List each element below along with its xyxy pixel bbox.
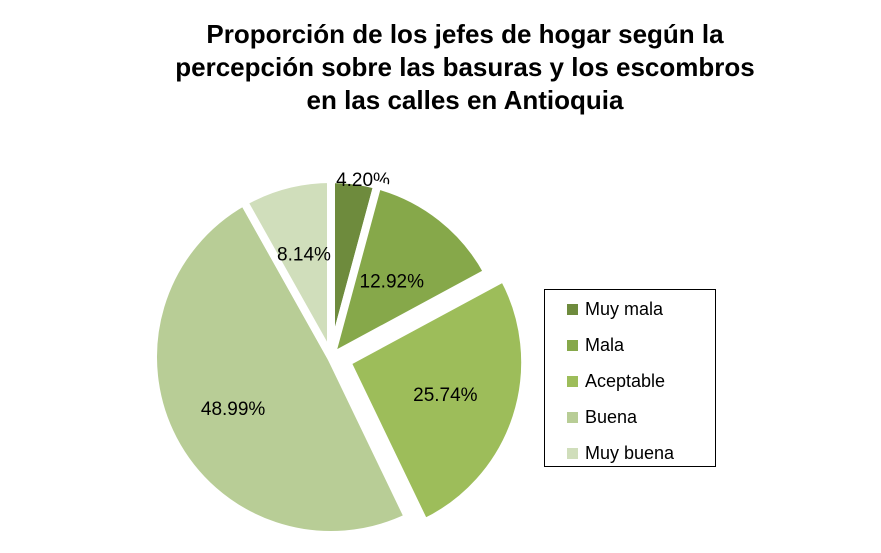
chart-title-line-3: en las calles en Antioquia: [306, 85, 624, 115]
legend-swatch: [567, 375, 578, 387]
pie-slice-mala: [324, 180, 494, 365]
legend-label: Muy buena: [585, 442, 675, 463]
legend-item-muy-buena: Muy buena: [567, 442, 674, 464]
legend-label: Buena: [585, 406, 638, 427]
legend-swatch: [567, 411, 578, 423]
chart-title-line-2: percepción sobre las basuras y los escom…: [175, 52, 755, 82]
legend-swatch: [567, 303, 578, 315]
pie-slice-muy-buena: [238, 174, 335, 373]
legend-swatch: [567, 447, 578, 459]
legend-label: Mala: [585, 334, 625, 355]
data-label-aceptable: 25.74%: [413, 385, 478, 406]
legend-item-buena: Buena: [567, 406, 637, 428]
pie-slice-aceptable: [341, 272, 530, 528]
legend-item-aceptable: Aceptable: [567, 370, 665, 392]
legend-label: Aceptable: [585, 370, 666, 391]
legend-label: Muy mala: [585, 298, 664, 319]
data-label-mala: 12.92%: [360, 271, 425, 292]
pie-slice-buena: [149, 196, 414, 539]
chart-title: Proporción de los jefes de hogar según l…: [80, 18, 850, 117]
legend-swatch: [567, 339, 578, 351]
legend: Muy mala Mala Aceptable Buena Muy buena: [544, 289, 716, 467]
data-label-muy-buena: 8.14%: [277, 245, 331, 266]
legend-item-mala: Mala: [567, 334, 624, 356]
legend-item-muy-mala: Muy mala: [567, 298, 663, 320]
data-label-buena: 48.99%: [201, 399, 266, 420]
chart-title-line-1: Proporción de los jefes de hogar según l…: [206, 19, 724, 49]
